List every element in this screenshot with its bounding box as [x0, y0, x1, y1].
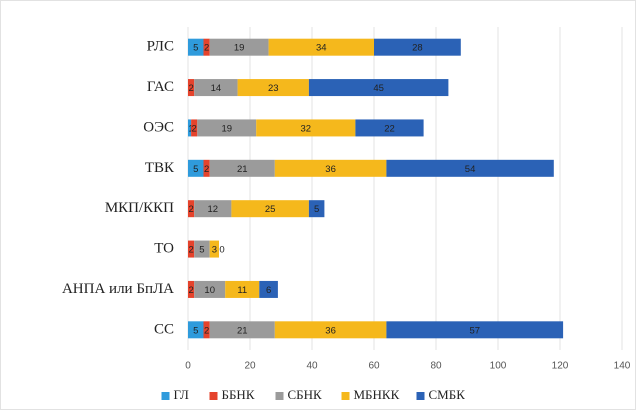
bar-segment [274, 159, 387, 177]
data-label: 2 [188, 83, 193, 94]
data-label: 2 [188, 245, 193, 256]
bar-segment [188, 240, 195, 258]
bar-segment [194, 200, 232, 218]
bar-segment [188, 321, 204, 339]
data-label: 2 [204, 43, 209, 54]
bar-segment [274, 321, 387, 339]
bar-segment [188, 280, 195, 298]
data-label: 23 [268, 83, 279, 94]
legend-swatch [416, 392, 425, 400]
legend-label: ГЛ [174, 387, 190, 402]
bar-segment [203, 159, 210, 177]
legend-label: СМБК [429, 387, 466, 402]
category-label: РЛС [147, 39, 174, 55]
data-label: 2 [192, 123, 197, 134]
data-label: 2 [204, 164, 209, 175]
data-label: 14 [211, 83, 222, 94]
data-label: 5 [193, 43, 198, 54]
x-tick-label: 0 [185, 361, 191, 372]
data-label: 2 [204, 325, 209, 336]
x-tick-label: 60 [368, 361, 380, 372]
legend-label: МБНКК [354, 387, 400, 402]
category-label: ОЭС [143, 119, 174, 135]
x-tick-label: 80 [430, 361, 442, 372]
data-label: 21 [237, 325, 248, 336]
data-label: 34 [316, 43, 327, 54]
data-label: 11 [237, 285, 247, 296]
bar-segment [308, 200, 325, 218]
bar-segment [237, 79, 309, 97]
bar-segment [197, 119, 257, 137]
data-label: 5 [314, 204, 319, 215]
x-tick-label: 140 [614, 361, 631, 372]
category-label: СС [154, 321, 174, 337]
legend-label: СБНК [288, 387, 323, 402]
bar-segment [203, 321, 210, 339]
bar-segment [386, 159, 554, 177]
legend-swatch [161, 392, 170, 400]
bar-segment [256, 119, 356, 137]
category-label: ГАС [147, 79, 174, 95]
bar-segment [194, 240, 210, 258]
bar-segment [225, 280, 260, 298]
category-label: АНПА или БпЛА [62, 281, 174, 297]
x-tick-label: 120 [552, 361, 569, 372]
legend-label: ББНК [222, 387, 255, 402]
data-label: 36 [325, 164, 336, 175]
data-label: 19 [234, 43, 245, 54]
data-label: 36 [325, 325, 336, 336]
data-label: 5 [193, 164, 198, 175]
bar-segment [308, 79, 449, 97]
data-label: 5 [199, 245, 204, 256]
data-label: 5 [193, 325, 198, 336]
bar-segment [188, 38, 204, 56]
bar-segment [209, 159, 275, 177]
data-label: 54 [465, 164, 476, 175]
data-label: 0 [219, 245, 224, 256]
legend-swatch [275, 392, 284, 400]
data-label: 2 [188, 204, 193, 215]
legend-swatch [341, 392, 350, 400]
bar-segment [209, 321, 275, 339]
data-label: 6 [266, 285, 271, 296]
bar-segment [259, 280, 278, 298]
legend-swatch [209, 392, 218, 400]
data-label: 3 [212, 245, 217, 256]
bar-segment [188, 79, 195, 97]
bar-segment [188, 200, 195, 218]
bar-segment [194, 280, 226, 298]
x-tick-label: 100 [490, 361, 507, 372]
data-label: 57 [469, 325, 480, 336]
data-label: 28 [412, 43, 423, 54]
data-label: 22 [384, 123, 395, 134]
bar-segment [209, 240, 219, 258]
bar-segment [268, 38, 374, 56]
x-tick-label: 20 [244, 361, 256, 372]
data-label: 2 [188, 285, 193, 296]
bar-segment [209, 38, 269, 56]
bar-segment [386, 321, 564, 339]
data-label: 1 [188, 123, 193, 134]
category-label: ТВК [145, 160, 175, 176]
bar-segment [188, 159, 204, 177]
x-tick-label: 40 [306, 361, 318, 372]
bar-segment [231, 200, 309, 218]
bar-segment [355, 119, 424, 137]
category-label: ТО [154, 241, 174, 257]
data-label: 21 [237, 164, 248, 175]
bar-segment [194, 79, 238, 97]
data-label: 19 [221, 123, 232, 134]
data-label: 32 [301, 123, 312, 134]
bar-segment [203, 38, 210, 56]
bar-segment [188, 119, 192, 137]
bar-segment [374, 38, 461, 56]
data-label: 10 [204, 285, 215, 296]
data-label: 12 [208, 204, 219, 215]
bar-segment [191, 119, 198, 137]
data-label: 25 [265, 204, 276, 215]
category-label: МКП/ККП [105, 200, 174, 216]
data-label: 45 [373, 83, 384, 94]
